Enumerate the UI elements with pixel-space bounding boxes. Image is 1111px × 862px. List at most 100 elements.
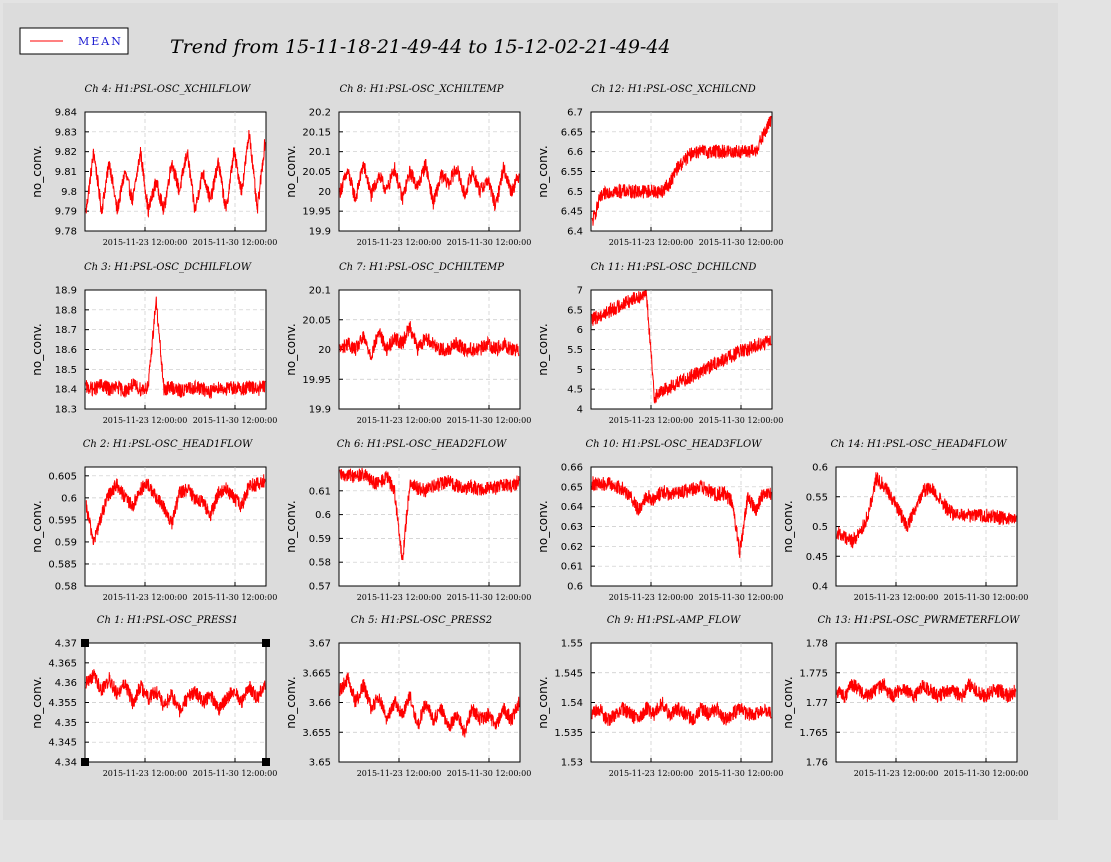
x-tick-label: 2015-11-23 12:00:00 xyxy=(854,593,939,602)
x-tick-label: 2015-11-23 12:00:00 xyxy=(357,238,442,247)
chart-panel: Ch 10: H1:PSL-OSC_HEAD3FLOW 0.66 0.65 0.64 0… xyxy=(536,439,783,602)
y-tick-label: 0.59 xyxy=(309,534,331,545)
x-tick-label: 2015-11-23 12:00:00 xyxy=(609,593,694,602)
y-tick-label: 1.78 xyxy=(806,639,828,650)
chart-panel[interactable]: Ch 1: H1:PSL-OSC_PRESS1 4.37 4.365 4.36 4.35… xyxy=(30,615,277,778)
y-axis-label: no_conv. xyxy=(284,323,298,375)
y-tick-label: 20.1 xyxy=(309,147,331,158)
legend-box[interactable]: MEAN xyxy=(19,27,129,55)
y-tick-label: 7 xyxy=(577,286,583,297)
y-tick-label: 6 xyxy=(577,325,583,336)
y-tick-label: 0.58 xyxy=(309,558,331,569)
x-tick-label: 2015-11-30 12:00:00 xyxy=(447,416,532,425)
chart-panel: Ch 7: H1:PSL-OSC_DCHILTEMP 20.1 20.05 20 19.… xyxy=(284,262,531,425)
y-tick-label: 18.4 xyxy=(55,385,77,396)
chart-title: Ch 13: H1:PSL-OSC_PWRMETERFLOW xyxy=(818,615,1021,626)
y-tick-label: 4.355 xyxy=(48,698,77,709)
y-axis-label: no_conv. xyxy=(30,145,44,197)
plot-area xyxy=(338,642,521,763)
y-tick-label: 9.81 xyxy=(55,167,77,178)
resize-handle[interactable] xyxy=(81,639,89,647)
y-axis-label: no_conv. xyxy=(30,500,44,552)
y-axis-label: no_conv. xyxy=(284,145,298,197)
x-tick-label: 2015-11-23 12:00:00 xyxy=(609,416,694,425)
y-tick-label: 6.45 xyxy=(561,207,583,218)
y-tick-label: 4.34 xyxy=(55,758,77,769)
y-tick-label: 9.84 xyxy=(55,108,77,119)
chart-panel: Ch 11: H1:PSL-OSC_DCHILCND 7 6.5 6 5.5 5 4.5 4 2… xyxy=(536,262,783,425)
x-tick-label: 2015-11-30 12:00:00 xyxy=(447,238,532,247)
y-tick-label: 0.595 xyxy=(48,515,77,526)
y-tick-label: 18.8 xyxy=(55,305,77,316)
y-tick-label: 0.61 xyxy=(561,562,583,573)
resize-handle[interactable] xyxy=(81,758,89,766)
y-tick-label: 20.2 xyxy=(309,108,331,119)
y-tick-label: 4.345 xyxy=(48,738,77,749)
y-tick-label: 6.55 xyxy=(561,167,583,178)
series-line-mean xyxy=(85,474,266,546)
y-tick-label: 6.4 xyxy=(567,227,583,238)
chart-title: Ch 3: H1:PSL-OSC_DCHILFLOW xyxy=(84,262,252,273)
x-tick-label: 2015-11-23 12:00:00 xyxy=(609,238,694,247)
chart-panel: Ch 13: H1:PSL-OSC_PWRMETERFLOW 1.78 1.775 1… xyxy=(781,615,1028,778)
y-tick-label: 0.64 xyxy=(561,502,583,513)
y-tick-label: 0.55 xyxy=(806,492,828,503)
x-tick-label: 2015-11-23 12:00:00 xyxy=(357,769,442,778)
page-title: Trend from 15-11-18-21-49-44 to 15-12-02… xyxy=(170,36,671,58)
y-tick-label: 0.62 xyxy=(561,542,583,553)
chart-panel: Ch 14: H1:PSL-OSC_HEAD4FLOW 0.6 0.55 0.5 0.4… xyxy=(781,439,1028,602)
x-tick-label: 2015-11-30 12:00:00 xyxy=(699,238,784,247)
resize-handle[interactable] xyxy=(262,639,270,647)
x-tick-label: 2015-11-30 12:00:00 xyxy=(193,769,278,778)
y-tick-label: 9.78 xyxy=(55,227,77,238)
x-tick-label: 2015-11-30 12:00:00 xyxy=(944,593,1029,602)
plot-area xyxy=(835,642,1018,763)
y-tick-label: 1.54 xyxy=(561,698,583,709)
x-tick-label: 2015-11-23 12:00:00 xyxy=(854,769,939,778)
chart-panel: Ch 8: H1:PSL-OSC_XCHILTEMP 20.2 20.15 20.1 2… xyxy=(284,84,531,247)
chart-panel: Ch 12: H1:PSL-OSC_XCHILCND 6.7 6.65 6.6 6.55… xyxy=(536,84,783,247)
y-tick-label: 20.05 xyxy=(302,167,331,178)
chart-title: Ch 9: H1:PSL-AMP_FLOW xyxy=(607,615,741,626)
chart-title: Ch 11: H1:PSL-OSC_DCHILCND xyxy=(591,262,757,273)
y-tick-label: 6.6 xyxy=(567,147,583,158)
y-tick-label: 4.35 xyxy=(55,718,77,729)
y-tick-label: 1.535 xyxy=(554,728,583,739)
y-tick-label: 19.9 xyxy=(309,405,331,416)
plot-area xyxy=(84,289,267,410)
y-tick-label: 1.545 xyxy=(554,668,583,679)
x-tick-label: 2015-11-23 12:00:00 xyxy=(103,416,188,425)
y-tick-label: 19.95 xyxy=(302,375,331,386)
resize-handle[interactable] xyxy=(262,758,270,766)
y-axis-label: no_conv. xyxy=(284,500,298,552)
series-line-mean xyxy=(339,467,520,561)
chart-panel: Ch 4: H1:PSL-OSC_XCHILFLOW 9.84 9.83 9.82 9.… xyxy=(30,84,277,247)
plot-area xyxy=(590,642,773,763)
series-line-mean xyxy=(591,290,772,404)
chart-title: Ch 14: H1:PSL-OSC_HEAD4FLOW xyxy=(831,439,1008,450)
y-tick-label: 18.7 xyxy=(55,325,77,336)
y-tick-label: 3.665 xyxy=(302,668,331,679)
y-tick-label: 3.67 xyxy=(309,639,331,650)
chart-grid: Ch 4: H1:PSL-OSC_XCHILFLOW9.849.839.829.… xyxy=(30,84,1028,778)
y-tick-label: 0.65 xyxy=(561,482,583,493)
legend-label: MEAN xyxy=(78,35,123,48)
y-tick-label: 0.58 xyxy=(55,582,77,593)
y-tick-label: 3.65 xyxy=(309,758,331,769)
y-tick-label: 5 xyxy=(577,365,583,376)
y-tick-label: 18.9 xyxy=(55,286,77,297)
y-tick-label: 0.45 xyxy=(806,552,828,563)
y-tick-label: 1.53 xyxy=(561,758,583,769)
y-tick-label: 4.37 xyxy=(55,639,77,650)
y-tick-label: 4.36 xyxy=(55,678,77,689)
y-tick-label: 0.63 xyxy=(561,522,583,533)
y-axis-label: no_conv. xyxy=(536,676,550,728)
y-tick-label: 20.1 xyxy=(309,286,331,297)
y-tick-label: 3.66 xyxy=(309,698,331,709)
y-axis-label: no_conv. xyxy=(284,676,298,728)
y-tick-label: 18.6 xyxy=(55,345,77,356)
chart-title: Ch 2: H1:PSL-OSC_HEAD1FLOW xyxy=(83,439,253,450)
x-tick-label: 2015-11-23 12:00:00 xyxy=(357,593,442,602)
chart-panel: Ch 6: H1:PSL-OSC_HEAD2FLOW 0.61 0.6 0.59 0.5… xyxy=(284,439,531,602)
series-line-mean xyxy=(836,678,1017,703)
